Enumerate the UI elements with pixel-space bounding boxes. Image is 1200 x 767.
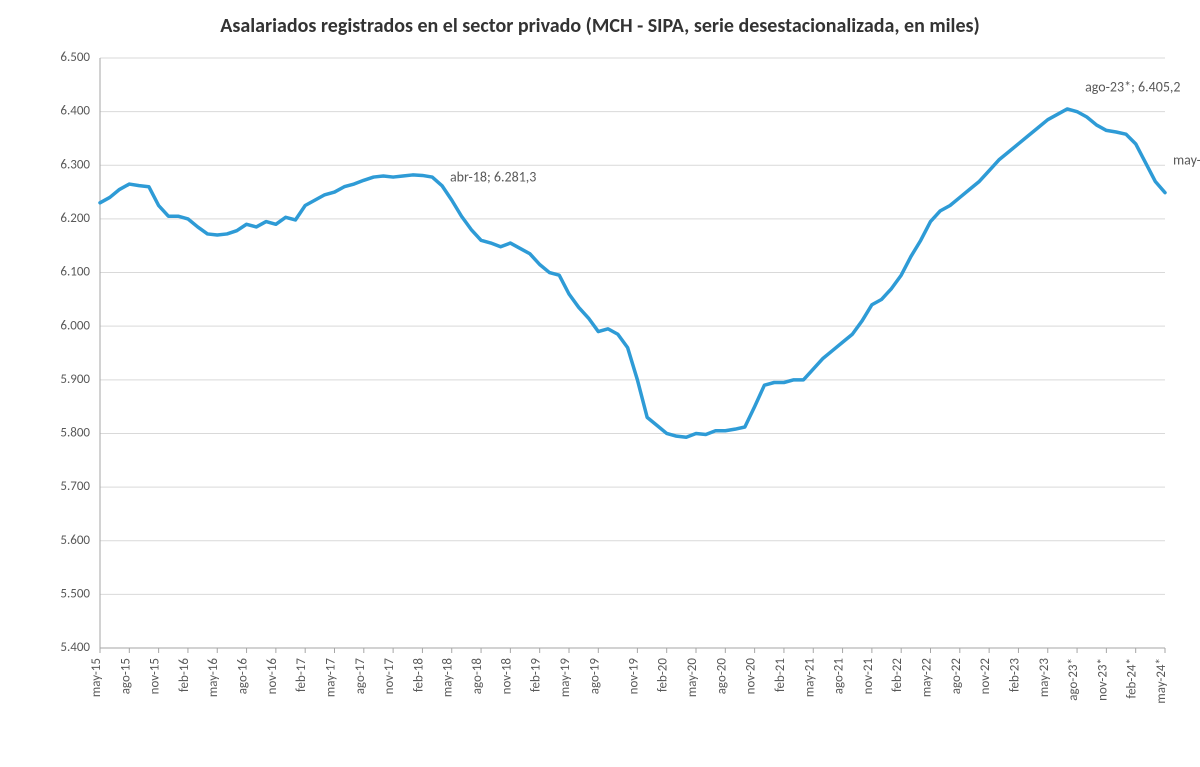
x-tick-label: nov-16 — [265, 658, 280, 695]
chart-title: Asalariados registrados en el sector pri… — [0, 0, 1200, 38]
x-axis-labels: may-15 ago-15 nov-15 feb-16 may-16 ago-16 nov-… — [89, 648, 1169, 704]
y-tick-label: 5.700 — [60, 479, 90, 494]
y-tick-label: 6.200 — [60, 211, 90, 226]
x-tick-label: ago-23* — [1066, 658, 1081, 701]
x-tick-label: ago-22 — [949, 658, 964, 695]
x-tick-label: may-15 — [89, 658, 104, 697]
x-tick-label: ago-17 — [353, 658, 368, 695]
x-tick-label: may-23 — [1037, 658, 1052, 698]
x-tick-label: feb-22 — [890, 658, 905, 693]
y-tick-label: 6.400 — [60, 104, 90, 119]
x-tick-label: ago-18 — [470, 658, 485, 695]
x-tick-label: feb-17 — [294, 658, 309, 693]
x-tick-label: feb-19 — [529, 658, 544, 693]
x-tick-label: may-21 — [802, 658, 817, 697]
x-tick-label: feb-18 — [411, 658, 426, 693]
x-tick-label: feb-23 — [1007, 658, 1022, 693]
x-tick-label: nov-22 — [978, 658, 993, 695]
x-tick-label: may-22 — [920, 658, 935, 698]
x-tick-label: ago-16 — [236, 658, 251, 695]
x-tick-label: may-16 — [206, 658, 221, 698]
y-tick-label: 6.300 — [60, 157, 90, 172]
x-tick-label: may-19 — [558, 658, 573, 698]
y-tick-label: 5.800 — [60, 426, 90, 441]
x-tick-label: nov-23* — [1095, 658, 1110, 701]
x-tick-label: nov-20 — [744, 658, 759, 695]
y-tick-label: 6.000 — [60, 318, 90, 333]
y-tick-label: 5.600 — [60, 533, 90, 548]
y-tick-label: 6.100 — [60, 265, 90, 280]
x-tick-label: nov-19 — [626, 658, 641, 695]
line-chart: 5.400 5.500 5.600 5.700 5.800 5.900 6.000 6.100… — [0, 38, 1200, 758]
x-tick-label: may-20 — [685, 658, 700, 698]
chart-container: Asalariados registrados en el sector pri… — [0, 0, 1200, 767]
annotation-label: abr-18; 6.281,3 — [450, 169, 536, 186]
x-tick-label: ago-15 — [118, 658, 133, 694]
y-tick-label: 6.500 — [60, 50, 90, 65]
x-tick-label: feb-16 — [177, 658, 192, 693]
x-tick-label: may-18 — [441, 658, 456, 698]
annotations: abr-18; 6.281,3 ago-23*; 6.405,2 may-24*; … — [450, 79, 1200, 186]
x-tick-label: may-24* — [1154, 658, 1169, 704]
y-axis-labels: 5.400 5.500 5.600 5.700 5.800 5.900 6.000 6.100… — [60, 50, 90, 655]
x-tick-label: feb-21 — [773, 658, 788, 692]
x-tick-label: nov-17 — [382, 658, 397, 695]
x-tick-label: ago-20 — [714, 658, 729, 695]
x-tick-label: ago-21 — [832, 658, 847, 694]
x-tick-label: ago-19 — [587, 658, 602, 695]
x-tick-label: feb-24* — [1125, 658, 1140, 699]
x-tick-label: nov-18 — [499, 658, 514, 695]
y-tick-label: 5.400 — [60, 640, 90, 655]
annotation-label: ago-23*; 6.405,2 — [1085, 79, 1180, 96]
x-tick-label: nov-15 — [148, 658, 163, 694]
data-line — [100, 109, 1165, 437]
x-tick-label: feb-20 — [656, 658, 671, 693]
x-tick-label: nov-21 — [861, 658, 876, 694]
gridlines — [100, 58, 1165, 648]
x-tick-label: may-17 — [323, 658, 338, 698]
y-tick-label: 5.500 — [60, 586, 90, 601]
y-tick-label: 5.900 — [60, 372, 90, 387]
annotation-label: may-24*; 6.249,0 — [1173, 152, 1200, 169]
